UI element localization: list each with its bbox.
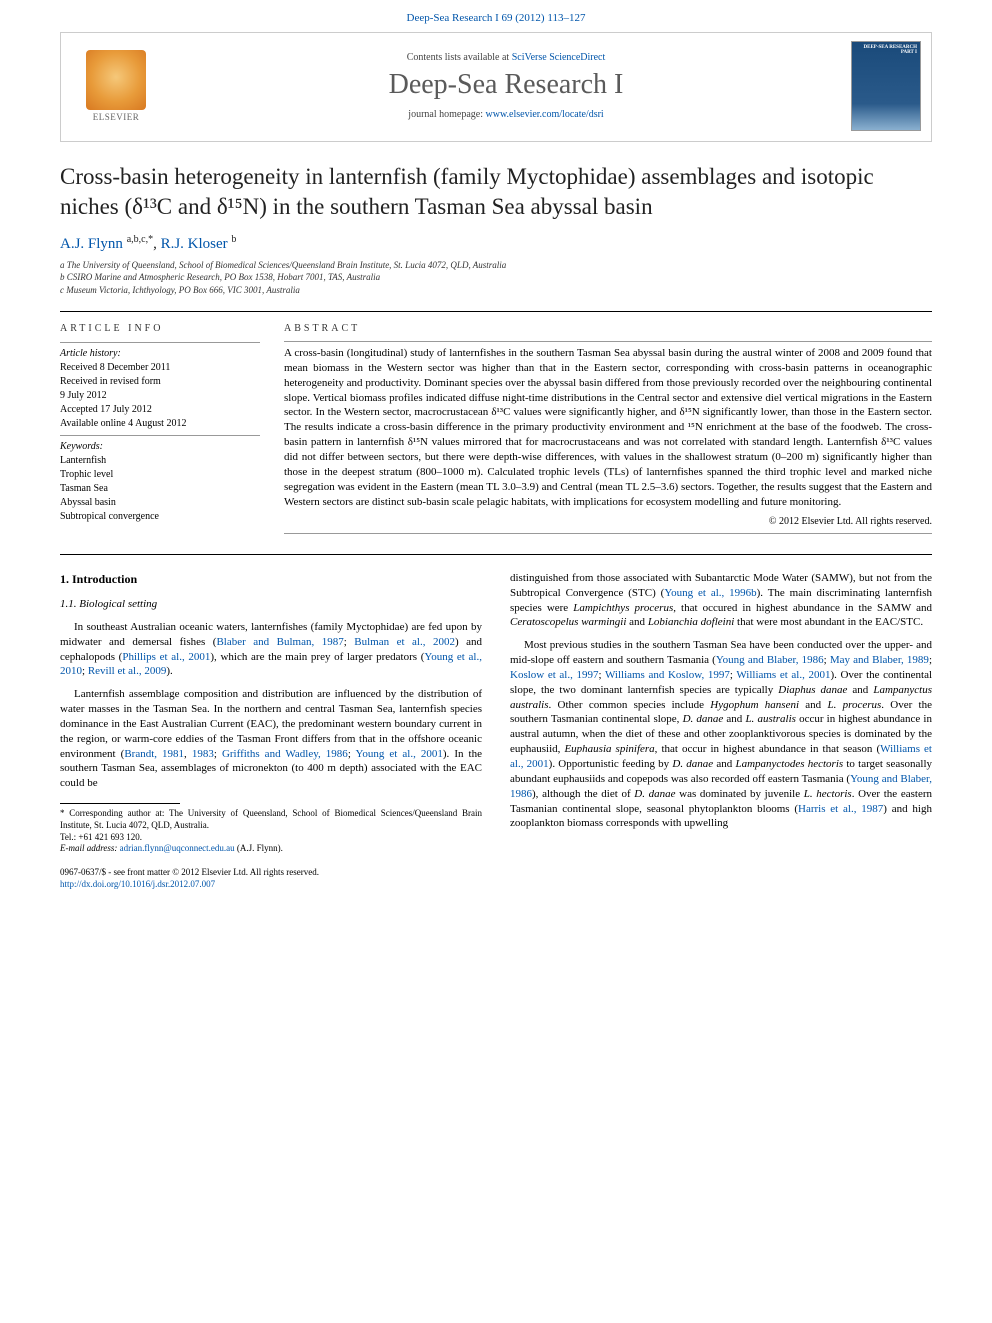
column-right: distinguished from those associated with… [510, 571, 932, 855]
corr-tel: Tel.: +61 421 693 120. [60, 832, 482, 844]
keyword-3: Tasman Sea [60, 482, 260, 496]
doi-link[interactable]: http://dx.doi.org/10.1016/j.dsr.2012.07.… [60, 879, 215, 889]
corr-email-link[interactable]: adrian.flynn@uqconnect.edu.au [120, 843, 235, 853]
abstract-copyright: © 2012 Elsevier Ltd. All rights reserved… [284, 515, 932, 529]
abstract-block: ABSTRACT A cross-basin (longitudinal) st… [284, 322, 932, 538]
ref-young-2001[interactable]: Young et al., 2001 [356, 748, 443, 760]
keyword-1: Lanternfish [60, 454, 260, 468]
ref-williams-koslow-1997[interactable]: Williams and Koslow, 1997 [605, 669, 730, 681]
journal-name: Deep-Sea Research I [161, 69, 851, 101]
email-suffix: (A.J. Flynn). [235, 843, 283, 853]
paragraph-3: distinguished from those associated with… [510, 571, 932, 630]
info-divider-2 [60, 435, 260, 436]
ref-revill-2009[interactable]: Revill et al., 2009 [88, 665, 167, 677]
email-label: E-mail address: [60, 843, 120, 853]
corr-address: * Corresponding author at: The Universit… [60, 808, 482, 831]
keyword-2: Trophic level [60, 468, 260, 482]
abstract-divider [284, 341, 932, 342]
paragraph-2: Lanternfish assemblage composition and d… [60, 687, 482, 791]
author-flynn[interactable]: A.J. Flynn [60, 236, 127, 252]
species-lampanyctodes: Lampanyctodes hectoris [735, 758, 843, 770]
ref-phillips-2001[interactable]: Phillips et al., 2001 [122, 651, 210, 663]
species-d-danae-3: D. danae [672, 758, 713, 770]
ref-brandt-1983[interactable]: 1983 [192, 748, 214, 760]
journal-homepage-link[interactable]: www.elsevier.com/locate/dsri [486, 109, 604, 120]
article-history-label: Article history: [60, 347, 260, 361]
ref-may-blaber-1989[interactable]: May and Blaber, 1989 [830, 654, 929, 666]
column-left: 1. Introduction 1.1. Biological setting … [60, 571, 482, 855]
species-euphausia: Euphausia spinifera [564, 743, 654, 755]
received-date: Received 8 December 2011 [60, 361, 260, 375]
species-lobianchia: Lobianchia dofleini [648, 616, 734, 628]
journal-homepage-line: journal homepage: www.elsevier.com/locat… [161, 109, 851, 120]
author-list: A.J. Flynn a,b,c,*, R.J. Kloser b [60, 234, 932, 253]
ref-koslow-1997[interactable]: Koslow et al., 1997 [510, 669, 598, 681]
author-kloser-affil: b [231, 234, 236, 245]
affiliations-block: a The University of Queensland, School o… [60, 259, 932, 297]
divider-top [60, 311, 932, 312]
author-separator: , [153, 236, 161, 252]
paragraph-1: In southeast Australian oceanic waters, … [60, 620, 482, 679]
abstract-heading: ABSTRACT [284, 322, 932, 336]
section-1-heading: 1. Introduction [60, 571, 482, 587]
species-l-australis-2: L. australis [745, 713, 796, 725]
ref-harris-1987[interactable]: Harris et al., 1987 [798, 803, 883, 815]
issn-copyright: 0967-0637/$ - see front matter © 2012 El… [60, 867, 932, 879]
article-title: Cross-basin heterogeneity in lanternfish… [60, 162, 932, 222]
contents-prefix: Contents lists available at [407, 52, 512, 63]
publisher-name: ELSEVIER [93, 112, 140, 122]
keyword-4: Abyssal basin [60, 496, 260, 510]
species-l-hectoris: L. hectoris [804, 788, 852, 800]
subsection-1-1-heading: 1.1. Biological setting [60, 597, 482, 612]
homepage-prefix: journal homepage: [408, 109, 485, 120]
species-diaphus-danae: Diaphus danae [778, 684, 847, 696]
sciencedirect-link[interactable]: SciVerse ScienceDirect [512, 52, 606, 63]
species-l-procerus: L. procerus [827, 699, 881, 711]
accepted-date: Accepted 17 July 2012 [60, 403, 260, 417]
footer-block: 0967-0637/$ - see front matter © 2012 El… [60, 867, 932, 890]
author-kloser[interactable]: R.J. Kloser [161, 236, 232, 252]
ref-williams-2001a[interactable]: Williams et al., 2001 [736, 669, 830, 681]
running-head: Deep-Sea Research I 69 (2012) 113–127 [0, 0, 992, 32]
body-two-column: 1. Introduction 1.1. Biological setting … [60, 571, 932, 855]
paragraph-4: Most previous studies in the southern Ta… [510, 638, 932, 831]
article-info-sidebar: ARTICLE INFO Article history: Received 8… [60, 322, 260, 538]
ref-blaber-1987[interactable]: Blaber and Bulman, 1987 [216, 636, 343, 648]
abstract-text: A cross-basin (longitudinal) study of la… [284, 346, 932, 509]
ref-young-1996b[interactable]: Young et al., 1996b [664, 587, 756, 599]
ref-brandt-1981[interactable]: Brandt, 1981 [124, 748, 184, 760]
info-divider-1 [60, 342, 260, 343]
keyword-5: Subtropical convergence [60, 510, 260, 524]
footnote-separator [60, 803, 180, 804]
ref-bulman-2002[interactable]: Bulman et al., 2002 [354, 636, 455, 648]
revised-date: 9 July 2012 [60, 389, 260, 403]
affiliation-c: c Museum Victoria, Ichthyology, PO Box 6… [60, 284, 932, 297]
online-date: Available online 4 August 2012 [60, 417, 260, 431]
affiliation-a: a The University of Queensland, School o… [60, 259, 932, 272]
journal-banner: ELSEVIER Contents lists available at Sci… [60, 32, 932, 142]
elsevier-tree-icon [86, 50, 146, 110]
divider-bottom [60, 554, 932, 555]
author-flynn-affil: a,b,c, [127, 234, 148, 245]
affiliation-b: b CSIRO Marine and Atmospheric Research,… [60, 271, 932, 284]
contents-available-line: Contents lists available at SciVerse Sci… [161, 52, 851, 63]
ref-griffiths-1986[interactable]: Griffiths and Wadley, 1986 [222, 748, 348, 760]
species-d-danae-2: D. danae [683, 713, 724, 725]
revised-label: Received in revised form [60, 375, 260, 389]
cover-title-text: DEEP-SEA RESEARCH PART I [855, 45, 917, 55]
keywords-label: Keywords: [60, 440, 260, 454]
article-info-heading: ARTICLE INFO [60, 322, 260, 336]
ref-young-blaber-1986[interactable]: Young and Blaber, 1986 [716, 654, 824, 666]
abstract-bottom-divider [284, 533, 932, 534]
journal-cover-thumbnail: DEEP-SEA RESEARCH PART I [851, 41, 921, 131]
species-d-danae-4: D. danae [634, 788, 675, 800]
species-lampichthys: Lampichthys procerus [573, 602, 673, 614]
species-hygophum: Hygophum hanseni [710, 699, 799, 711]
corresponding-author-footnote: * Corresponding author at: The Universit… [60, 808, 482, 855]
publisher-logo-block: ELSEVIER [71, 50, 161, 122]
species-ceratoscopelus: Ceratoscopelus warmingii [510, 616, 626, 628]
